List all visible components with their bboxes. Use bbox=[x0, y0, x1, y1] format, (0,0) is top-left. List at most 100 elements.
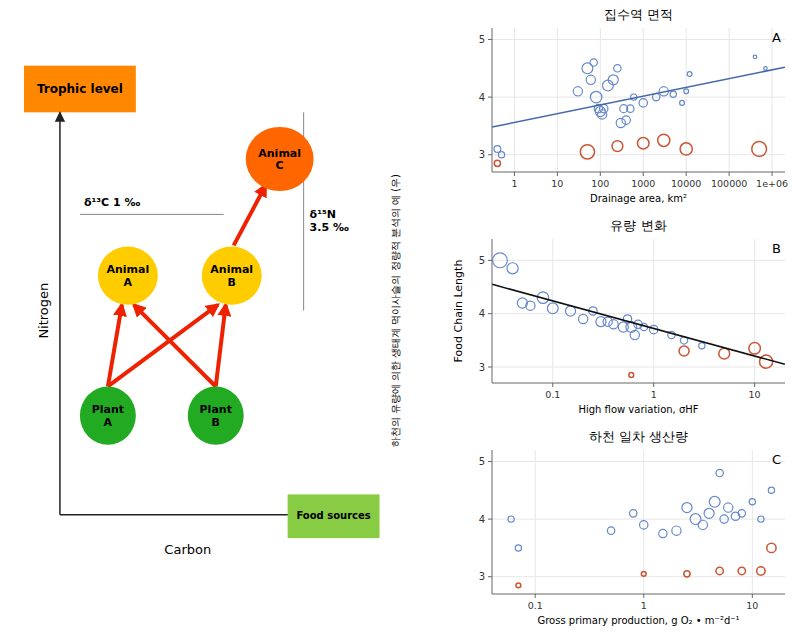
x-tick-label: 10 bbox=[749, 389, 761, 400]
x-tick-label: 1e+06 bbox=[756, 178, 788, 189]
scatter-panel: 하천 일차 생산량3450.1110CGross primary product… bbox=[479, 429, 785, 626]
food-sources-box bbox=[288, 494, 380, 538]
point bbox=[641, 571, 646, 576]
x-axis-line bbox=[492, 594, 785, 595]
point bbox=[586, 75, 595, 84]
scatter-panel: 집수역 면적3451101001000100001000001e+06ADrai… bbox=[479, 7, 788, 204]
point bbox=[507, 263, 518, 274]
x-grid-line bbox=[552, 239, 553, 383]
x-tick bbox=[552, 383, 553, 387]
food-web-diagram: Trophic levelNitrogenCarbonFood sourcesδ… bbox=[24, 66, 401, 558]
x-axis-label: High flow variation, σHF bbox=[578, 404, 698, 415]
point bbox=[602, 80, 613, 91]
y-tick-label: 4 bbox=[479, 514, 485, 525]
point bbox=[612, 141, 623, 152]
y-tick-label: 5 bbox=[479, 255, 485, 266]
point bbox=[547, 303, 558, 314]
point bbox=[757, 567, 765, 575]
y-axis-label: Nitrogen bbox=[36, 283, 51, 339]
point bbox=[699, 343, 705, 349]
x-tick bbox=[754, 383, 755, 387]
y-tick-label: 3 bbox=[479, 362, 485, 373]
plot-area bbox=[492, 55, 785, 166]
y-grid-line bbox=[492, 313, 785, 314]
point bbox=[639, 99, 647, 107]
feeding-arrow bbox=[234, 185, 266, 245]
y-tick bbox=[488, 461, 492, 462]
node bbox=[246, 127, 314, 191]
x-tick-label: 0.1 bbox=[528, 600, 543, 611]
trophic-label: Trophic level bbox=[37, 82, 123, 96]
x-tick bbox=[557, 172, 558, 176]
y-axis-label: Food Chain Length bbox=[452, 260, 465, 363]
x-tick bbox=[729, 172, 730, 176]
panel-letter: C bbox=[772, 452, 781, 467]
x-tick bbox=[772, 172, 773, 176]
point bbox=[609, 320, 618, 329]
point bbox=[608, 75, 618, 85]
x-grid-line bbox=[643, 28, 644, 172]
x-axis-line bbox=[492, 172, 785, 173]
x-tick bbox=[643, 172, 644, 176]
x-grid-line bbox=[557, 28, 558, 172]
x-grid-line bbox=[729, 28, 730, 172]
node-label: AnimalA bbox=[106, 263, 149, 289]
y-grid-line bbox=[492, 461, 785, 462]
x-axis-label: Gross primary production, g O₂ • m⁻²d⁻¹ bbox=[537, 615, 739, 626]
point bbox=[515, 545, 521, 551]
y-tick bbox=[488, 519, 492, 520]
point bbox=[516, 583, 521, 588]
point bbox=[629, 373, 634, 378]
x-tick-label: 10000 bbox=[671, 178, 701, 189]
y-grid-line bbox=[492, 519, 785, 520]
point bbox=[749, 343, 761, 355]
point bbox=[603, 317, 612, 326]
point bbox=[494, 146, 501, 153]
point bbox=[508, 516, 514, 522]
panel-title: 하천 일차 생산량 bbox=[589, 429, 688, 444]
x-grid-line bbox=[535, 450, 536, 594]
y-tick bbox=[488, 260, 492, 261]
side-caption: 하천의 유량에 의한 생태계 먹이사슬의 정량적 분석의 예 (우) bbox=[390, 174, 401, 447]
point bbox=[684, 89, 689, 94]
x-axis-line bbox=[492, 383, 785, 384]
point bbox=[719, 348, 730, 359]
panel-letter: B bbox=[772, 241, 781, 256]
y-grid-line bbox=[492, 154, 785, 155]
point bbox=[493, 253, 508, 268]
point bbox=[684, 571, 690, 577]
point bbox=[614, 65, 621, 72]
point bbox=[768, 487, 774, 493]
x-tick-label: 100 bbox=[591, 178, 609, 189]
point bbox=[659, 529, 667, 537]
point bbox=[704, 508, 714, 518]
point bbox=[720, 515, 728, 523]
trend-line bbox=[492, 67, 785, 127]
point bbox=[753, 55, 757, 59]
node bbox=[202, 246, 262, 304]
x-grid-line bbox=[772, 28, 773, 172]
x-tick-label: 1 bbox=[651, 389, 657, 400]
point bbox=[638, 137, 650, 149]
node bbox=[80, 386, 136, 444]
point bbox=[600, 104, 608, 112]
point bbox=[670, 91, 676, 97]
panel-title: 집수역 면적 bbox=[604, 7, 673, 22]
point bbox=[738, 510, 745, 517]
y-tick-label: 3 bbox=[479, 149, 485, 160]
point bbox=[764, 67, 768, 71]
point bbox=[687, 72, 692, 77]
x-grid-line bbox=[643, 450, 644, 594]
y-tick-label: 4 bbox=[479, 308, 485, 319]
trophic-box bbox=[24, 66, 136, 113]
point bbox=[579, 314, 588, 323]
y-grid-line bbox=[492, 260, 785, 261]
y-grid-line bbox=[492, 39, 785, 40]
point bbox=[724, 503, 733, 512]
x-tick-label: 0.1 bbox=[545, 389, 560, 400]
figure: Trophic levelNitrogenCarbonFood sourcesδ… bbox=[0, 0, 799, 634]
x-tick bbox=[643, 594, 644, 598]
x-tick bbox=[514, 172, 515, 176]
x-axis-label: Carbon bbox=[164, 542, 211, 557]
node-label: PlantB bbox=[200, 403, 232, 429]
